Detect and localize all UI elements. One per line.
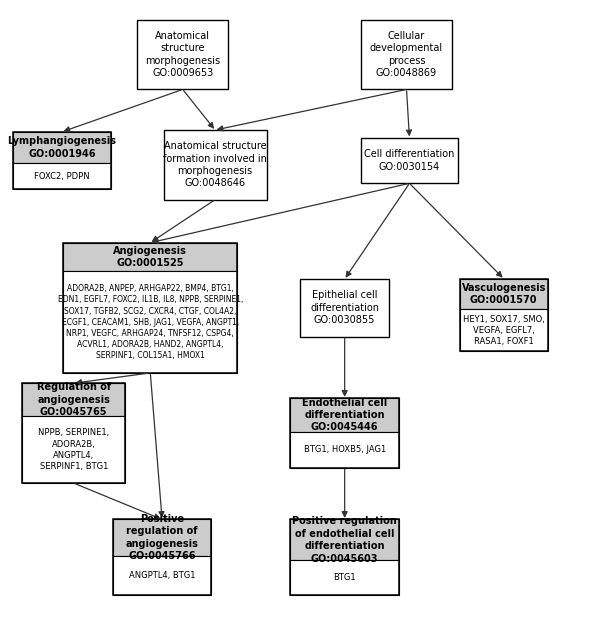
Bar — [64, 271, 237, 373]
Text: FOXC2, PDPN: FOXC2, PDPN — [34, 172, 90, 181]
Bar — [22, 383, 125, 416]
Bar — [13, 132, 111, 164]
Bar — [290, 520, 399, 561]
Bar — [64, 243, 237, 373]
Bar — [22, 383, 125, 483]
Bar — [290, 399, 399, 468]
Bar — [13, 164, 111, 189]
Text: Angiogenesis
GO:0001525: Angiogenesis GO:0001525 — [114, 246, 188, 268]
Bar — [64, 243, 237, 271]
Text: NPPB, SERPINE1,
ADORA2B,
ANGPTL4,
SERPINF1, BTG1: NPPB, SERPINE1, ADORA2B, ANGPTL4, SERPIN… — [38, 428, 109, 471]
Text: Cell differentiation
GO:0030154: Cell differentiation GO:0030154 — [364, 150, 454, 172]
Bar — [114, 520, 211, 556]
Text: BTG1: BTG1 — [334, 574, 356, 582]
Bar — [22, 416, 125, 483]
Text: Cellular
developmental
process
GO:0048869: Cellular developmental process GO:004886… — [370, 31, 443, 78]
Bar — [460, 309, 548, 352]
Bar — [163, 130, 267, 200]
Text: Vasculogenesis
GO:0001570: Vasculogenesis GO:0001570 — [462, 283, 546, 305]
Bar — [361, 20, 452, 90]
Text: BTG1, HOXB5, JAG1: BTG1, HOXB5, JAG1 — [304, 446, 386, 454]
Bar — [290, 561, 399, 595]
Text: Endothelial cell
differentiation
GO:0045446: Endothelial cell differentiation GO:0045… — [302, 397, 387, 433]
Text: Epithelial cell
differentiation
GO:0030855: Epithelial cell differentiation GO:00308… — [310, 290, 379, 325]
Bar — [137, 20, 228, 90]
Bar — [460, 279, 548, 309]
Bar — [460, 279, 548, 352]
Bar — [300, 279, 389, 337]
Bar — [361, 138, 458, 184]
Bar — [290, 520, 399, 595]
Bar — [290, 432, 399, 468]
Text: HEY1, SOX17, SMO,
VEGFA, EGFL7,
RASA1, FOXF1: HEY1, SOX17, SMO, VEGFA, EGFL7, RASA1, F… — [463, 315, 545, 346]
Text: Regulation of
angiogenesis
GO:0045765: Regulation of angiogenesis GO:0045765 — [37, 383, 111, 417]
Text: Positive
regulation of
angiogenesis
GO:0045766: Positive regulation of angiogenesis GO:0… — [126, 514, 198, 561]
Text: Lymphangiogenesis
GO:0001946: Lymphangiogenesis GO:0001946 — [7, 137, 117, 159]
Bar — [114, 520, 211, 595]
Text: ANGPTL4, BTG1: ANGPTL4, BTG1 — [129, 571, 195, 580]
Text: ADORA2B, ANPEP, ARHGAP22, BMP4, BTG1,
EDN1, EGFL7, FOXC2, IL1B, IL8, NPPB, SERPI: ADORA2B, ANPEP, ARHGAP22, BMP4, BTG1, ED… — [58, 284, 243, 360]
Text: Anatomical structure
formation involved in
morphogenesis
GO:0048646: Anatomical structure formation involved … — [163, 142, 267, 188]
Bar — [114, 556, 211, 595]
Text: Positive regulation
of endothelial cell
differentiation
GO:0045603: Positive regulation of endothelial cell … — [292, 516, 397, 564]
Bar — [290, 399, 399, 432]
Bar — [13, 132, 111, 189]
Text: Anatomical
structure
morphogenesis
GO:0009653: Anatomical structure morphogenesis GO:00… — [145, 31, 220, 78]
